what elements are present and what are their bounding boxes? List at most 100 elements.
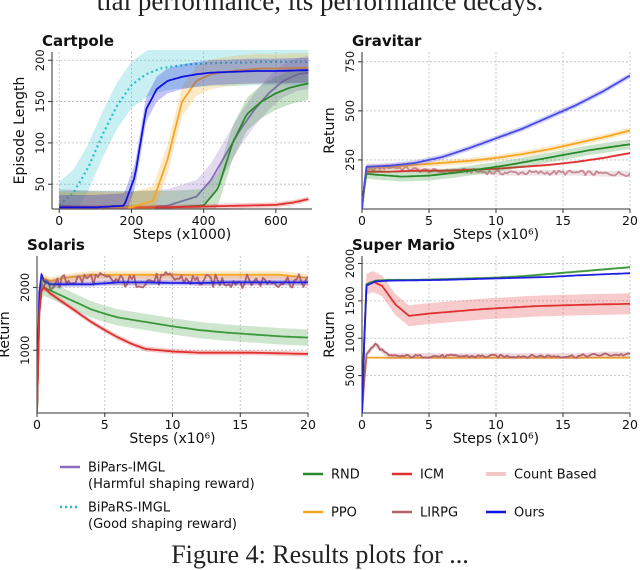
x-tick-label: 20	[622, 417, 638, 432]
y-axis-label: Return	[322, 107, 338, 153]
series-line-ours	[362, 272, 630, 413]
band-icm	[37, 284, 308, 413]
y-tick-label: 1000	[18, 336, 32, 365]
series-line-ppo	[37, 273, 308, 413]
y-tick-label: 100	[33, 132, 47, 154]
legend-item-ours: Ours	[486, 506, 545, 521]
x-tick-label: 10	[488, 417, 504, 432]
series-line-rnd	[37, 286, 308, 413]
y-tick-label: 200	[33, 49, 47, 71]
x-axis-label: Steps (x10⁶)	[129, 431, 215, 447]
legend-label: Ours	[514, 506, 545, 521]
y-tick-label: 2000	[18, 273, 32, 302]
y-tick-label: 500	[343, 365, 357, 387]
y-tick-label: 750	[343, 51, 357, 73]
x-tick-label: 20	[300, 417, 316, 432]
caption-top: tial performance, its performance decays…	[96, 0, 544, 16]
plot-area	[37, 271, 308, 413]
legend-item-rnd: RND	[303, 468, 360, 483]
panel-title: Super Mario	[352, 236, 455, 254]
y-tick-label: 1000	[343, 324, 357, 353]
series-line-rnd	[362, 143, 630, 209]
band-rnd	[59, 66, 309, 209]
y-tick-label: 500	[343, 100, 357, 122]
series-line-icm	[37, 286, 308, 413]
series-line-ours	[362, 74, 630, 209]
legend-item-icm: ICM	[392, 468, 444, 483]
x-tick-label: 0	[33, 417, 41, 432]
x-tick-label: 15	[555, 213, 571, 228]
y-tick-label: 1500	[343, 286, 357, 315]
y-axis-label: Return	[0, 311, 13, 357]
y-axis-label: Return	[322, 311, 338, 357]
series-line-ours	[37, 273, 308, 413]
x-tick-label: 0	[358, 417, 366, 432]
x-tick-label: 200	[120, 213, 144, 228]
x-tick-label: 20	[622, 213, 638, 228]
caption-bottom: Figure 4: Results plots for ...	[171, 540, 469, 569]
band-lirpg	[362, 163, 630, 209]
panel-solaris: 0 5 10 15 20 1000 2000 Steps (x10⁶) Return Solari…	[0, 236, 316, 447]
y-tick-label: 50	[33, 177, 47, 192]
legend-label: RND	[331, 468, 360, 483]
y-tick-label: 250	[343, 149, 357, 171]
x-tick-label: 15	[232, 417, 248, 432]
series-line-lirpg	[362, 164, 630, 209]
series-line-icm	[362, 280, 630, 413]
plot-area	[362, 266, 630, 413]
legend-item-bipars-imgl: BiPars-IMGL(Harmful shaping reward)	[60, 461, 255, 492]
legend-sublabel: (Good shaping reward)	[88, 517, 237, 532]
band-bipars-imgl	[59, 50, 309, 209]
band-ours	[59, 57, 309, 209]
legend-label: LIRPG	[420, 506, 458, 521]
band-lirpg	[362, 341, 630, 413]
panel-title: Solaris	[27, 236, 85, 254]
legend-item-ppo: PPO	[303, 506, 357, 521]
series-line-bipars-imgl	[58, 60, 309, 206]
series-line-ppo	[362, 356, 630, 413]
x-tick-label: 400	[192, 213, 216, 228]
band-ppo	[362, 127, 630, 209]
x-axis-label: Steps (x10⁶)	[453, 227, 539, 243]
band-rnd	[37, 279, 308, 413]
x-tick-label: 5	[101, 417, 109, 432]
x-tick-label: 15	[555, 417, 571, 432]
plot-area	[362, 72, 630, 209]
series-line-ours	[59, 69, 309, 209]
band-ours	[362, 72, 630, 209]
legend-label: BiPars-IMGL	[88, 461, 166, 476]
x-tick-label: 10	[488, 213, 504, 228]
x-axis-label: Steps (x10⁶)	[453, 431, 539, 447]
x-tick-label: 10	[165, 417, 181, 432]
panel-title: Gravitar	[352, 32, 422, 50]
panel-gravitar: 0 5 10 15 20 250 500 750 Steps (x10⁶) Return Gravi…	[322, 32, 638, 243]
y-axis-label: Episode Length	[12, 77, 28, 185]
y-tick-label: 150	[33, 91, 47, 113]
x-tick-label: 0	[55, 213, 63, 228]
panel-supermario: 0 5 10 15 20 500 1000 1500 2000 Steps (x10⁶) Retur…	[322, 236, 638, 447]
series-line-lirpg	[362, 342, 630, 413]
band-rnd	[362, 139, 630, 209]
y-tick-label: 2000	[343, 249, 357, 278]
legend-sublabel: (Harmful shaping reward)	[88, 477, 255, 492]
legend-item-bipars-imgl: BiPaRS-IMGL(Good shaping reward)	[60, 501, 237, 532]
plot-area	[58, 50, 309, 209]
series-line-lirpg	[37, 271, 308, 413]
x-axis-label: Steps (x1000)	[133, 227, 231, 243]
legend-label: Count Based	[514, 468, 597, 483]
legend-label: ICM	[420, 468, 444, 483]
legend-label: PPO	[331, 506, 357, 521]
series-line-icm	[362, 152, 630, 209]
x-tick-label: 0	[358, 213, 366, 228]
x-tick-label: 5	[425, 417, 433, 432]
band-ours	[37, 271, 308, 413]
panel-title: Cartpole	[42, 32, 114, 50]
legend-label: BiPaRS-IMGL	[88, 501, 171, 516]
legend-item-lirpg: LIRPG	[392, 506, 458, 521]
legend: BiPars-IMGL(Harmful shaping reward) BiPaR…	[60, 461, 597, 532]
x-tick-label: 600	[264, 213, 288, 228]
legend-item-count-based: Count Based	[486, 468, 597, 483]
band-icm	[362, 271, 630, 413]
